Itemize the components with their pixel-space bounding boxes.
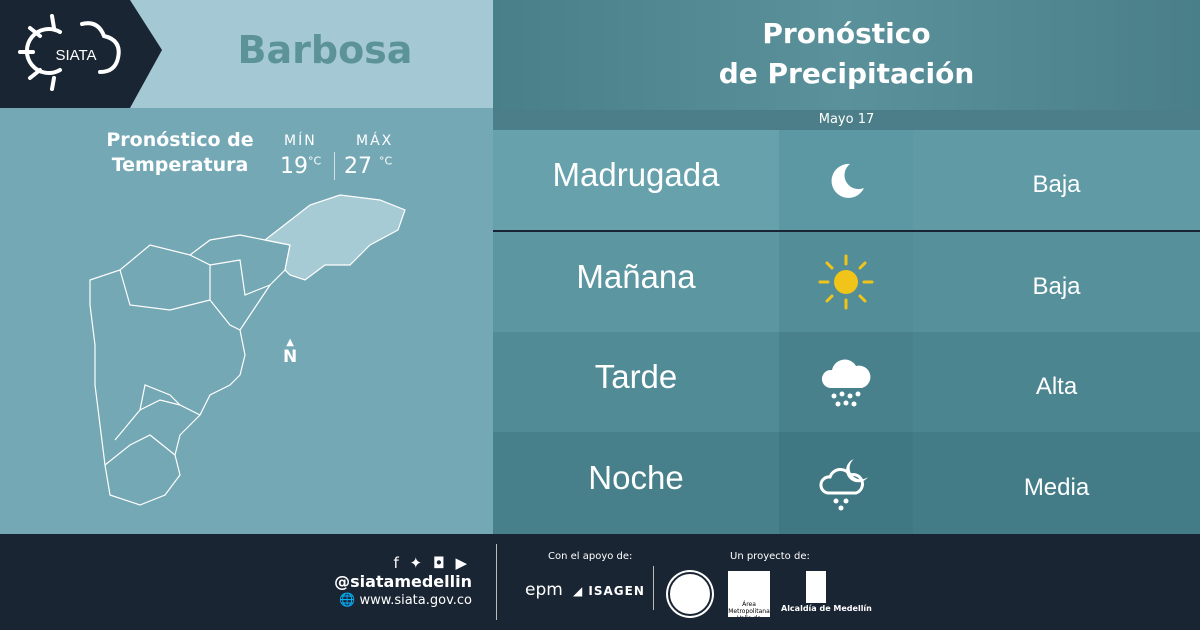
epm-logo: epm [525,580,563,600]
siata-logo: SIATA [0,0,162,108]
footer-divider [653,566,654,610]
social-handle[interactable]: @siatamedellin [334,572,472,591]
sun-cloud-logo-icon: SIATA [18,14,121,91]
max-value: 27 °C [344,154,393,179]
globe-icon: 🌐 [339,593,356,608]
alcaldia-label: Alcaldía de Medellín [781,604,872,613]
moon-icon [779,130,913,230]
forecast-row: Noche Media [493,432,1200,534]
municipality-map [89,194,406,506]
min-label: MÍN [284,133,317,149]
period-label: Mañana [576,258,696,295]
sun-icon [779,232,913,332]
forecast-row: Madrugada Baja [493,130,1200,230]
compass-north: ▲ N [283,337,298,367]
max-label: MÁX [356,133,394,149]
alcaldia-seal [806,571,826,603]
city-name: Barbosa [237,28,413,72]
svg-text:SIATA: SIATA [55,47,96,64]
area-metropolitana-logo: Área Metropolitana Valle de Aburrá [728,571,770,617]
barbosa-highlight [263,194,406,281]
antioquia-seal [668,572,712,616]
level-label: Baja [913,232,1200,332]
forecast-title: Pronóstico de Precipitación [718,17,975,90]
period-label: Tarde [594,358,678,395]
forecast-header [493,0,1200,110]
level-label: Alta [913,332,1200,432]
project-label: Un proyecto de: [730,551,810,562]
footer: f ✦ ◘ ▶ @siatamedellin 🌐 www.siata.gov.c… [0,534,1200,630]
forecast-row: Mañana Baja [493,232,1200,332]
period-label: Madrugada [552,156,720,193]
north-arrow-icon: ▲ [286,337,294,348]
level-label: Media [913,432,1200,534]
social-icons[interactable]: f ✦ ◘ ▶ [393,554,470,572]
forecast-row: Tarde Alta [493,332,1200,432]
forecast-date: Mayo 17 [493,110,1200,130]
support-label: Con el apoyo de: [548,551,633,562]
footer-divider [496,544,497,620]
temperature-title: Pronóstico de Temperatura [106,129,254,176]
temp-divider [334,152,335,180]
website-link[interactable]: 🌐 www.siata.gov.co [339,593,472,608]
period-label: Noche [588,459,684,496]
level-label: Baja [913,130,1200,230]
moon-cloud-rain-icon [779,432,913,534]
min-value: 19°C [280,154,322,179]
isagen-logo: ◢ ISAGEN [573,584,645,598]
cloud-rain-icon [779,332,913,432]
